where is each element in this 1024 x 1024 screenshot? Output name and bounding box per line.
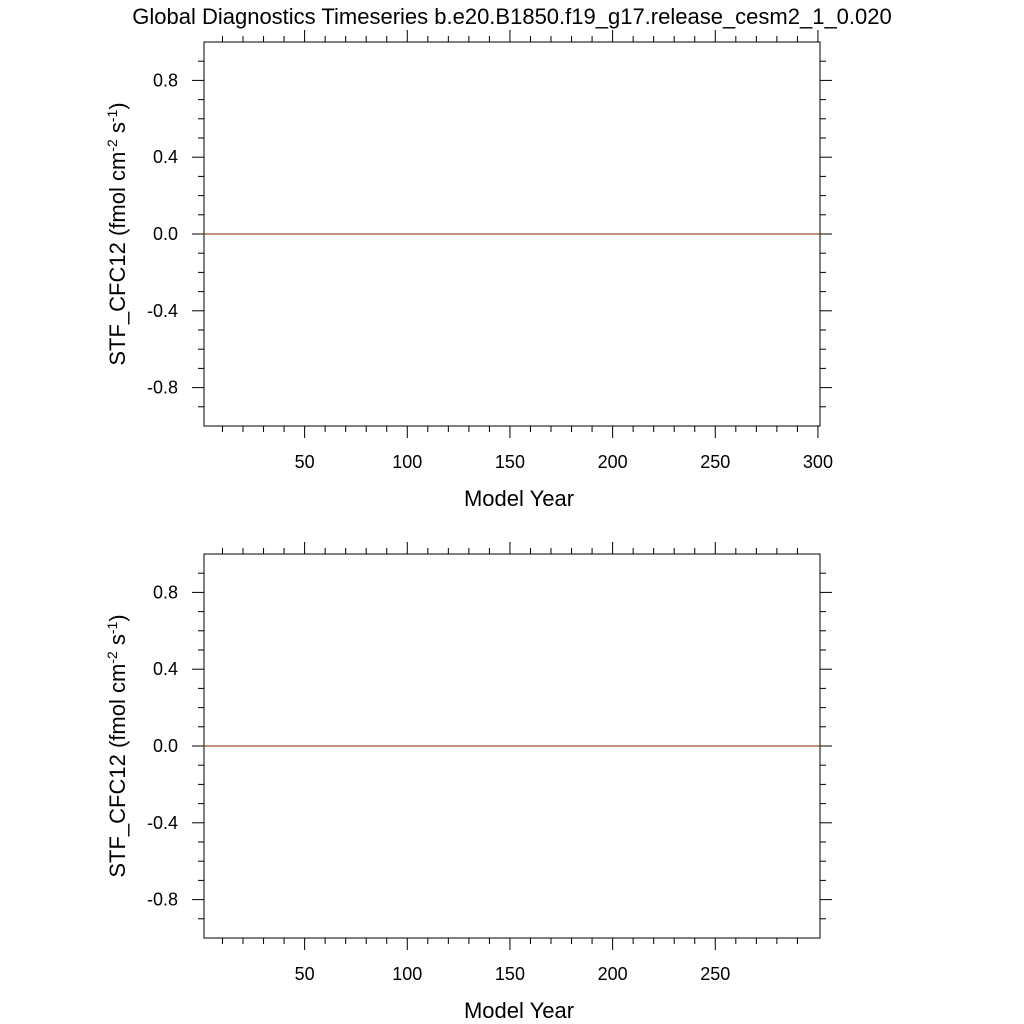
x-tick-label: 200 (598, 452, 628, 472)
x-tick-label: 250 (700, 964, 730, 984)
x-axis-label: Model Year (464, 486, 574, 511)
x-tick-label: 200 (598, 964, 628, 984)
x-tick-label: 150 (495, 452, 525, 472)
y-tick-label: 0.8 (153, 70, 178, 90)
x-tick-label: 150 (495, 964, 525, 984)
figure-title: Global Diagnostics Timeseries b.e20.B185… (132, 4, 891, 29)
y-tick-label: -0.8 (147, 378, 178, 398)
x-tick-label: 100 (392, 452, 422, 472)
y-tick-label: -0.8 (147, 890, 178, 910)
x-tick-label: 300 (803, 452, 833, 472)
y-tick-label: 0.4 (153, 659, 178, 679)
y-tick-label: 0.0 (153, 224, 178, 244)
x-axis-label: Model Year (464, 998, 574, 1023)
y-tick-label: -0.4 (147, 813, 178, 833)
y-tick-label: 0.4 (153, 147, 178, 167)
x-tick-label: 250 (700, 452, 730, 472)
x-tick-label: 50 (295, 964, 315, 984)
y-tick-label: 0.8 (153, 582, 178, 602)
chart-panel-top: 50 100 150 200 250 300 -0.8 -0.4 0.0 0.4 0.8 Model … (104, 30, 833, 511)
y-axis-label: STF_CFC12 (fmol cm-2 s-1) (104, 102, 130, 365)
x-tick-label: 100 (392, 964, 422, 984)
y-axis-label: STF_CFC12 (fmol cm-2 s-1) (104, 614, 130, 877)
y-tick-label: -0.4 (147, 301, 178, 321)
chart-panel-bottom: 50 100 150 200 250 -0.8 -0.4 0.0 0.4 0.8 Model Yea… (104, 542, 832, 1023)
y-tick-label: 0.0 (153, 736, 178, 756)
x-tick-label: 50 (295, 452, 315, 472)
